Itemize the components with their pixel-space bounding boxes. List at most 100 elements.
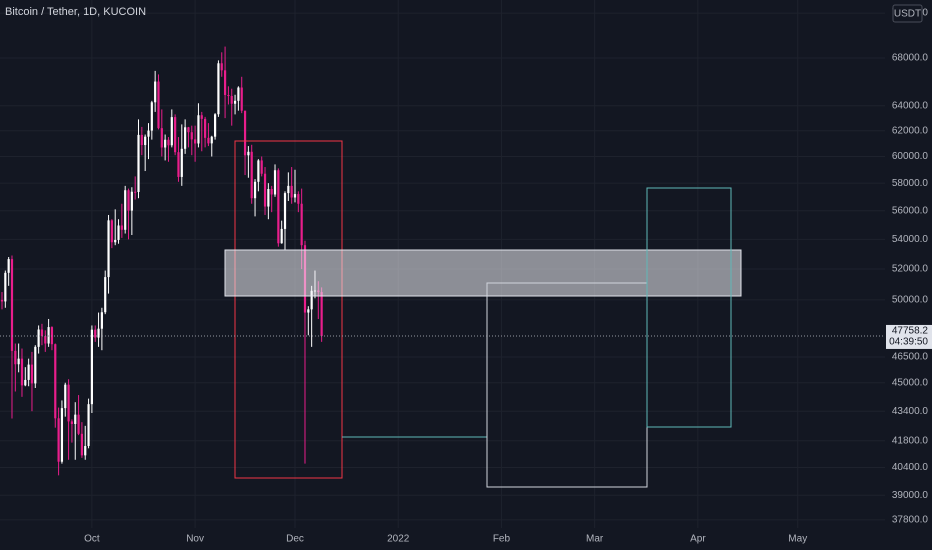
candle-body [130,191,133,211]
candle-body [260,160,263,174]
y-tick-label: 40400.0 [892,462,929,473]
candle-body [107,220,110,278]
candle-body [27,364,30,380]
candle-body [194,139,197,144]
candle-body [220,63,223,71]
candle-body [60,408,64,462]
candle-body [267,189,270,207]
candle-body [110,220,113,243]
candle-body [207,137,210,144]
candle-body [293,194,297,198]
y-tick-label: 41800.0 [892,435,929,446]
drawn-rectangle [646,187,732,428]
x-tick-label: Oct [84,534,100,545]
candle-body [180,148,183,177]
candle-body [124,190,127,230]
candle-body [184,127,187,149]
candle-body [240,87,243,111]
candle-body [230,95,233,104]
candle-body [204,118,207,138]
x-tick-label: Feb [493,534,511,545]
candle-body [90,329,93,405]
candle-body [223,70,227,95]
y-tick-label: 62000.0 [892,125,929,136]
candle-body [247,151,250,156]
candle-body [14,350,17,365]
x-tick-label: 2022 [387,534,410,545]
candle-body [170,117,173,146]
candle-body [67,384,70,422]
currency-badge[interactable] [892,4,923,23]
x-tick-label: May [788,534,807,545]
candle-body [227,94,230,96]
y-tick-label: 43400.0 [892,406,929,417]
candle-body [290,185,293,198]
drawn-zone [224,249,742,297]
candle-body [24,379,27,386]
candle-body [300,203,303,246]
candle-body [154,81,157,103]
candle-body [250,151,253,199]
candle-body [40,329,44,337]
candle-body [270,189,273,195]
y-tick-label: 54000.0 [892,234,929,245]
candle-body [233,100,237,104]
y-tick-label: 50000.0 [892,295,929,306]
y-tick-label: 60000.0 [892,151,929,162]
countdown-label: 04:39:50 [889,337,928,348]
candle-body [164,139,167,148]
candle-body [4,272,7,302]
y-tick-label: 58000.0 [892,178,929,189]
candle-body [160,128,163,148]
candle-body [127,190,130,211]
candle-body [7,259,10,273]
y-tick-label: 64000.0 [892,100,929,111]
candle-body [117,225,120,240]
candle-body [257,160,260,182]
candle-body [197,115,200,144]
candle-body [217,63,220,115]
candle-body [97,328,100,338]
candle-body [20,358,24,386]
candle-body [80,433,84,456]
y-tick-label: 56000.0 [892,205,929,216]
candle-body [177,152,180,177]
candle-body [114,239,117,243]
candle-body [47,327,50,344]
candle-body [210,136,213,144]
candle-body [84,446,87,456]
x-tick-label: Apr [690,534,706,545]
candle-body [120,225,123,230]
y-tick-label: 68000.0 [892,53,929,64]
candle-body [54,344,57,419]
candle-body [144,136,147,146]
candle-body [77,414,80,434]
candle-body [87,404,90,447]
candle-body [273,170,277,195]
candle-body [237,87,240,101]
candle-body [74,414,77,424]
candle-body [70,421,74,424]
candle-body [310,290,313,310]
candle-body [297,194,300,204]
y-tick-label: 45000.0 [892,377,929,388]
candles [0,46,323,476]
last-price-badge [886,324,932,349]
y-tick-label: 46500.0 [892,352,929,363]
candle-body [57,418,60,462]
candle-body [287,185,290,194]
x-tick-label: Mar [586,534,604,545]
candle-body [147,130,150,137]
candle-body [307,309,310,313]
candle-body [263,173,267,207]
candle-body [94,329,97,338]
candle-body [140,134,143,146]
candle-body [17,358,20,365]
candle-body [150,102,153,131]
candle-body [253,181,257,199]
candle-body [10,259,14,351]
y-tick-label: 37800.0 [892,514,929,525]
chart-title: Bitcoin / Tether, 1D, KUCOIN [5,6,146,18]
candle-body [200,115,203,119]
y-tick-label: 52000.0 [892,264,929,275]
